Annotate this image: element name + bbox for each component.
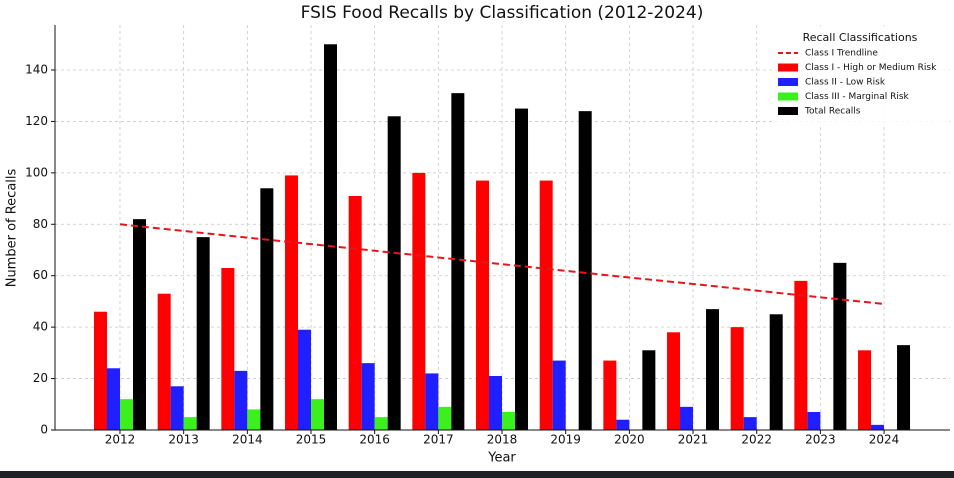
bar <box>260 188 274 430</box>
legend-label: Class II - Low Risk <box>805 78 886 88</box>
x-tick-label: 2017 <box>423 433 454 447</box>
bar <box>170 386 184 430</box>
legend-title: Recall Classifications <box>803 31 918 44</box>
trendline <box>119 223 885 305</box>
bar <box>680 406 694 430</box>
bar <box>221 268 235 430</box>
bar <box>489 376 503 430</box>
x-tick-label: 2016 <box>359 433 390 447</box>
bar <box>451 93 465 431</box>
bar <box>120 399 133 430</box>
x-tick-label: 2022 <box>741 433 772 447</box>
bar <box>897 345 911 430</box>
x-axis-label: Year <box>487 451 516 466</box>
legend-swatch <box>778 92 798 101</box>
bar <box>794 280 808 430</box>
bar <box>833 262 847 430</box>
bar <box>730 327 744 430</box>
y-tick-label: 40 <box>33 320 48 334</box>
bar <box>502 412 516 430</box>
x-tick-label: 2024 <box>869 433 900 447</box>
x-tick-label: 2018 <box>487 433 518 447</box>
legend-swatch <box>778 107 798 115</box>
bar <box>425 373 439 430</box>
x-tick-label: 2021 <box>678 433 709 447</box>
x-tick-label: 2013 <box>168 433 199 447</box>
bar <box>476 180 490 430</box>
bar <box>324 44 338 431</box>
bar <box>285 175 299 430</box>
bar <box>807 412 821 430</box>
bar <box>769 314 783 430</box>
x-tick-label: 2020 <box>614 433 645 447</box>
bar <box>578 111 592 431</box>
bottom-bar <box>0 471 954 478</box>
legend-swatch <box>778 78 798 86</box>
legend-label: Class I - High or Medium Risk <box>805 63 937 73</box>
bar <box>667 332 681 430</box>
bar <box>183 417 197 430</box>
bar <box>374 417 388 430</box>
bar <box>387 116 401 431</box>
x-tick-label: 2014 <box>232 433 263 447</box>
y-tick-label: 100 <box>25 165 48 179</box>
x-tick-label: 2019 <box>550 433 581 447</box>
y-tick-label: 0 <box>40 423 48 437</box>
y-tick-label: 140 <box>25 63 48 77</box>
bar <box>412 172 426 430</box>
bar <box>311 399 325 430</box>
chart-title: FSIS Food Recalls by Classification (201… <box>301 3 704 23</box>
x-tick-label: 2012 <box>105 433 136 447</box>
bar <box>247 409 261 430</box>
y-tick-label: 20 <box>33 371 48 385</box>
legend-label: Class III - Marginal Risk <box>805 92 910 102</box>
bar <box>361 363 375 430</box>
legend-swatch <box>778 63 798 72</box>
y-tick-label: 120 <box>25 114 48 128</box>
bar <box>616 419 630 430</box>
bar <box>234 370 248 430</box>
bar <box>348 196 362 430</box>
bar <box>107 368 120 430</box>
bar <box>642 350 656 430</box>
bar <box>603 360 617 430</box>
bar <box>871 424 885 430</box>
y-tick-label: 60 <box>33 268 48 282</box>
bar <box>133 219 146 430</box>
legend-label: Class I Trendline <box>805 49 878 59</box>
y-tick-label: 80 <box>33 217 48 231</box>
bar <box>196 237 210 430</box>
bar <box>438 406 452 430</box>
bar <box>743 417 757 430</box>
legend-label: Total Recalls <box>804 107 861 117</box>
bar <box>298 329 312 430</box>
bar <box>552 360 566 430</box>
bar <box>515 108 529 431</box>
bar <box>858 350 872 430</box>
bar <box>94 311 107 430</box>
bar <box>539 180 553 430</box>
legend-box <box>774 26 949 126</box>
bar <box>157 293 171 430</box>
x-tick-label: 2023 <box>805 433 836 447</box>
x-tick-label: 2015 <box>296 433 327 447</box>
y-axis-label: Number of Recalls <box>5 168 20 287</box>
bar <box>706 309 720 430</box>
